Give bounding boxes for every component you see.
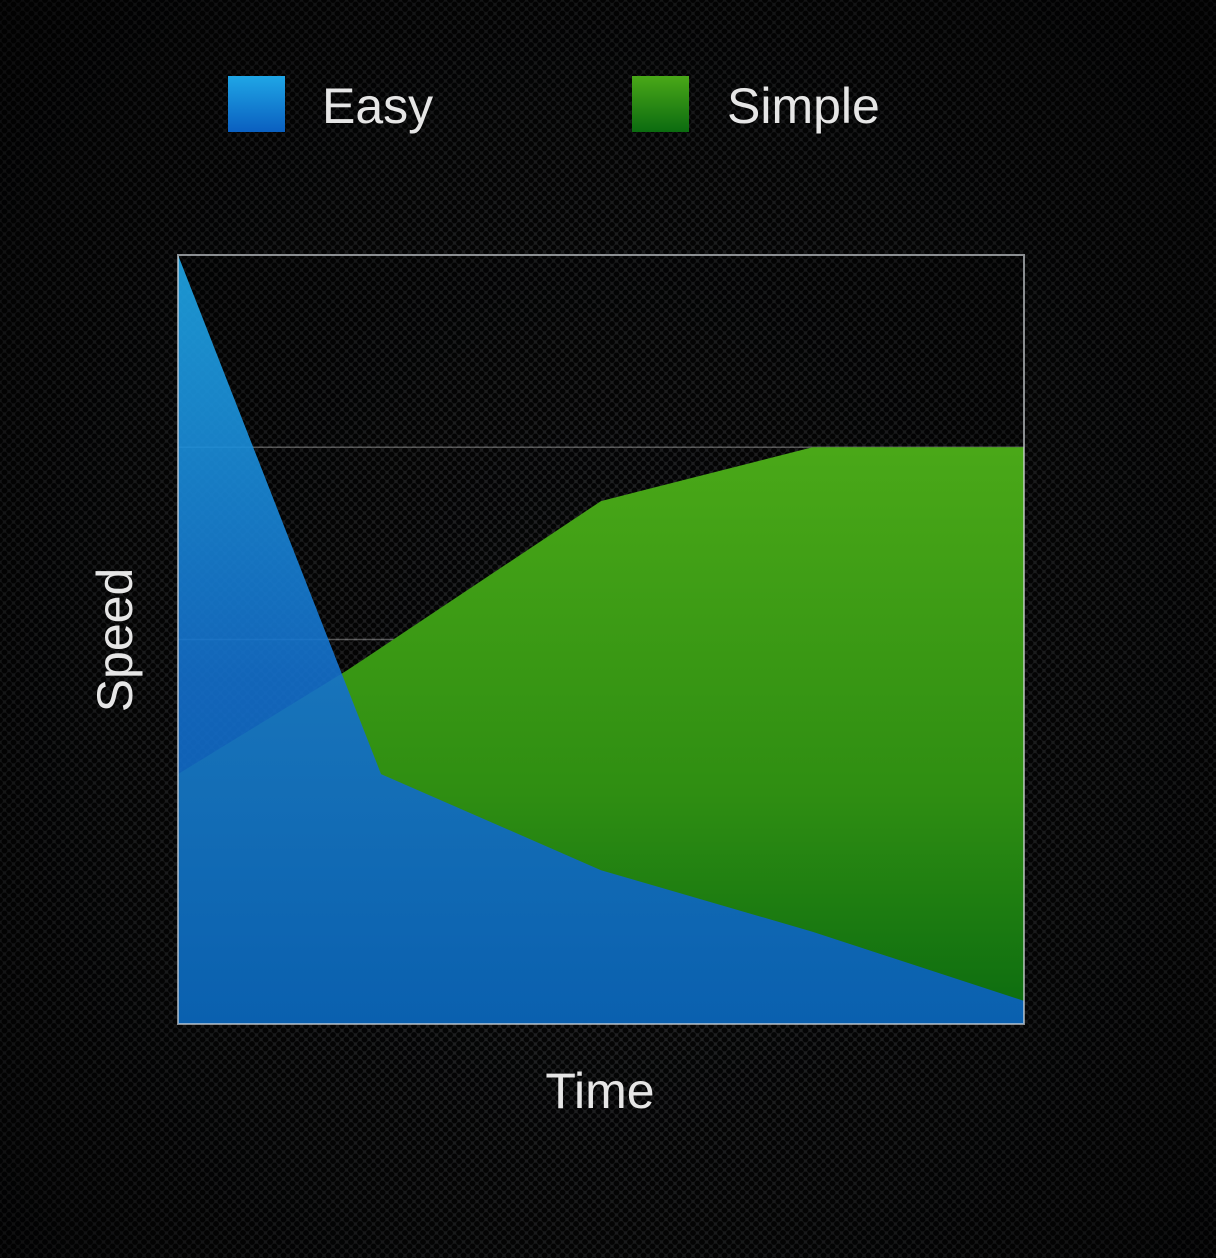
y-axis-title: Speed bbox=[87, 568, 143, 713]
area-series-easy bbox=[178, 255, 1024, 1024]
legend-label-easy: Easy bbox=[322, 78, 433, 134]
x-axis-title: Time bbox=[545, 1063, 654, 1119]
legend-swatch-simple bbox=[632, 76, 689, 132]
chart-legend: Easy Simple bbox=[228, 76, 880, 134]
plot-frame bbox=[177, 254, 1025, 1025]
legend-swatch-easy bbox=[228, 76, 285, 132]
plot-area bbox=[177, 254, 1025, 1025]
legend-label-simple: Simple bbox=[727, 78, 880, 134]
